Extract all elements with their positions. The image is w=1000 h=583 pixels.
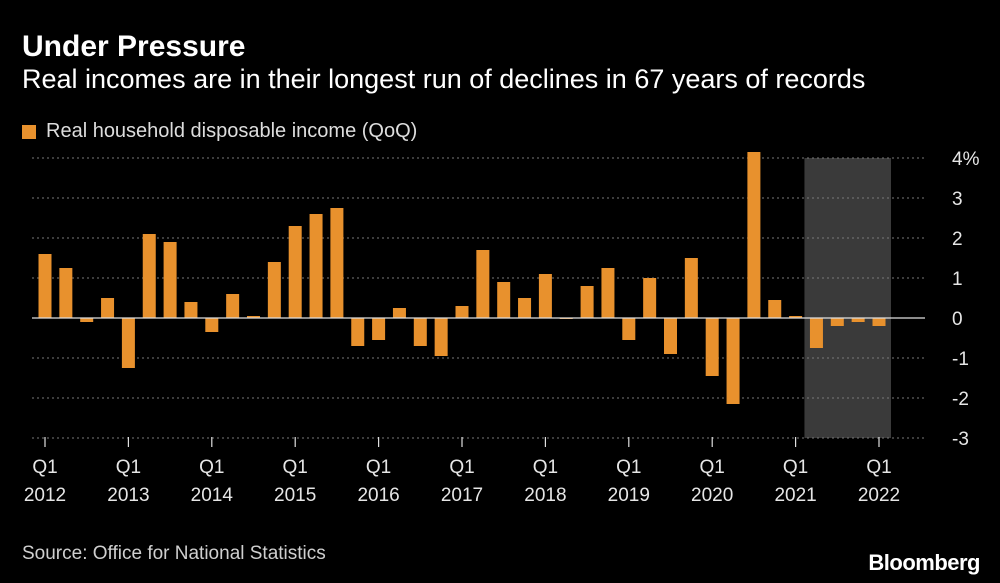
bar — [768, 300, 782, 318]
x-tick-year: 2022 — [858, 485, 900, 506]
y-tick-label: 2 — [952, 229, 963, 250]
bar — [288, 226, 302, 318]
bar — [664, 318, 677, 354]
x-tick-year: 2014 — [191, 485, 234, 506]
bar — [205, 318, 219, 332]
x-tick-year: 2017 — [441, 485, 483, 506]
x-tick-year: 2019 — [608, 485, 650, 506]
bar — [747, 152, 761, 318]
x-tick-quarter: Q1 — [283, 457, 308, 478]
x-tick-quarter: Q1 — [449, 457, 474, 478]
bar — [163, 242, 177, 318]
x-tick-quarter: Q1 — [700, 457, 725, 478]
x-tick-quarter: Q1 — [616, 457, 641, 478]
bar — [643, 278, 657, 318]
x-tick-year: 2013 — [107, 485, 149, 506]
y-tick-label: 0 — [952, 309, 963, 330]
bar — [809, 318, 823, 348]
x-tick-quarter: Q1 — [533, 457, 558, 478]
y-tick-label: 3 — [952, 189, 963, 210]
x-tick-year: 2018 — [524, 485, 566, 506]
y-tick-label: -1 — [952, 349, 969, 370]
bar — [372, 318, 386, 340]
bar — [601, 268, 615, 318]
y-tick-label: -3 — [952, 429, 969, 450]
x-tick-year: 2012 — [24, 485, 66, 506]
x-tick-quarter: Q1 — [366, 457, 391, 478]
x-tick-year: 2021 — [774, 485, 816, 506]
bar — [184, 302, 198, 318]
bar — [267, 262, 281, 318]
x-tick-quarter: Q1 — [783, 457, 808, 478]
bar — [121, 318, 135, 368]
chart-title: Under Pressure — [22, 30, 246, 63]
bar — [580, 286, 594, 318]
x-tick-quarter: Q1 — [32, 457, 57, 478]
bar — [518, 298, 532, 318]
bar — [455, 306, 469, 318]
bar — [247, 316, 260, 318]
legend-swatch — [22, 124, 36, 139]
bar — [622, 318, 636, 340]
legend-label: Real household disposable income (QoQ) — [46, 120, 418, 142]
x-tick-year: 2020 — [691, 485, 733, 506]
bar — [705, 318, 719, 376]
x-tick-quarter: Q1 — [866, 457, 891, 478]
source-note: Source: Office for National Statistics — [22, 543, 326, 564]
x-tick-year: 2015 — [274, 485, 316, 506]
bar — [497, 282, 511, 318]
shaded-period — [804, 158, 891, 438]
bar — [226, 294, 240, 318]
bar — [851, 318, 865, 322]
bar — [830, 318, 844, 326]
y-tick-label: -2 — [952, 389, 969, 410]
x-tick-quarter: Q1 — [116, 457, 141, 478]
bar — [59, 268, 73, 318]
bar — [726, 318, 740, 404]
x-tick-year: 2016 — [357, 485, 399, 506]
bar — [330, 208, 344, 318]
bar — [476, 250, 490, 318]
bar — [413, 318, 427, 346]
legend: Real household disposable income (QoQ) — [22, 120, 417, 143]
bar — [434, 318, 448, 356]
bar — [351, 318, 365, 346]
bar — [684, 258, 698, 318]
bar — [80, 318, 94, 322]
chart-subtitle: Real incomes are in their longest run of… — [22, 64, 866, 94]
bar — [872, 318, 886, 326]
y-tick-label: 4% — [952, 149, 980, 170]
bar — [392, 308, 406, 318]
bar — [538, 274, 552, 318]
y-tick-label: 1 — [952, 269, 963, 290]
bar — [142, 234, 156, 318]
bloomberg-logo: Bloomberg — [868, 550, 980, 575]
bar — [101, 298, 115, 318]
bar — [38, 254, 52, 318]
bar — [309, 214, 323, 318]
bar — [789, 316, 803, 318]
x-tick-quarter: Q1 — [199, 457, 224, 478]
